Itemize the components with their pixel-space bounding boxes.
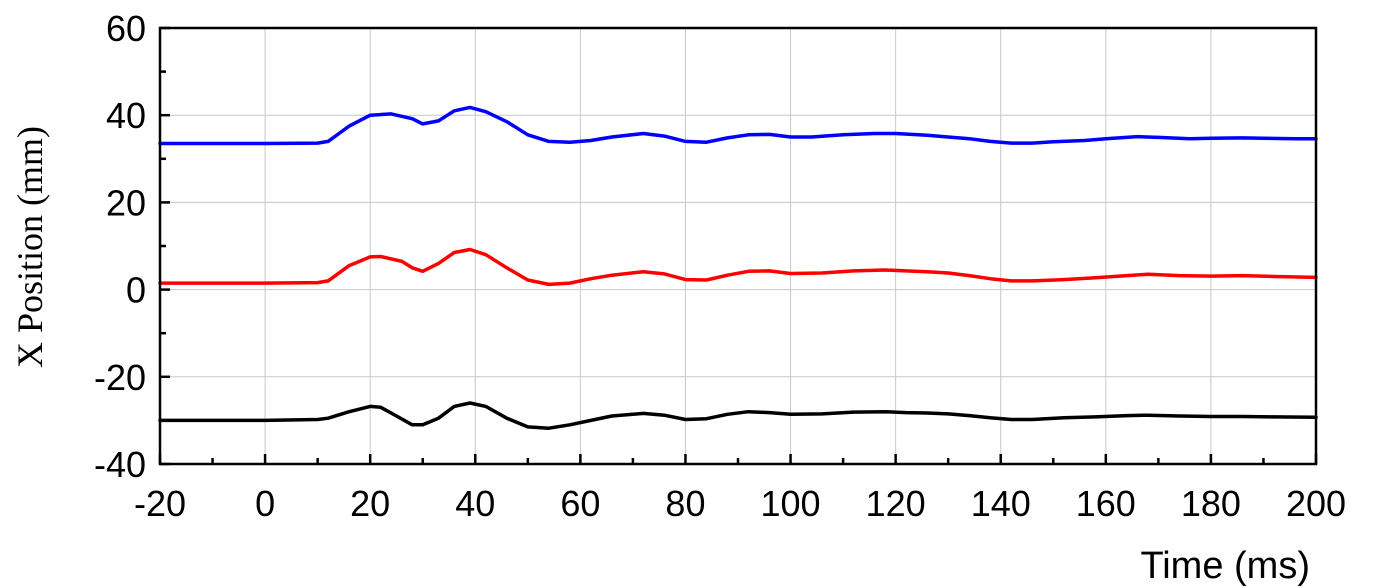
x-tick-label: 20 <box>350 483 390 524</box>
y-tick-labels: -40 -20 0 20 40 60 <box>94 8 146 485</box>
x-axis-title: Time (ms) <box>1140 545 1310 587</box>
x-tick-label: 0 <box>255 483 275 524</box>
series-group <box>158 105 1318 430</box>
grid <box>160 28 1316 464</box>
y-tick-label: -40 <box>94 444 146 485</box>
axis-ticks <box>158 26 1318 466</box>
x-tick-label: 80 <box>665 483 705 524</box>
series-line-2 <box>158 247 1318 287</box>
x-tick-label: 100 <box>761 483 821 524</box>
x-tick-label: 140 <box>971 483 1031 524</box>
plot-frame <box>158 26 1318 466</box>
series-line-1 <box>158 105 1318 146</box>
y-tick-label: 40 <box>106 95 146 136</box>
y-tick-label: 0 <box>126 270 146 311</box>
x-tick-label: 200 <box>1286 483 1346 524</box>
y-axis-title: X Position (mm) <box>10 126 50 368</box>
x-tick-label: 40 <box>455 483 495 524</box>
x-tick-label: 180 <box>1181 483 1241 524</box>
x-tick-label: -20 <box>134 483 186 524</box>
y-tick-label: 20 <box>106 182 146 223</box>
y-tick-label: 60 <box>106 8 146 49</box>
series-line-3 <box>158 401 1318 430</box>
x-tick-label: 160 <box>1076 483 1136 524</box>
x-tick-label: 60 <box>560 483 600 524</box>
y-tick-label: -20 <box>94 357 146 398</box>
x-tick-labels: -20 0 20 40 60 80 100 120 140 160 180 200 <box>134 483 1346 524</box>
x-tick-label: 120 <box>866 483 926 524</box>
